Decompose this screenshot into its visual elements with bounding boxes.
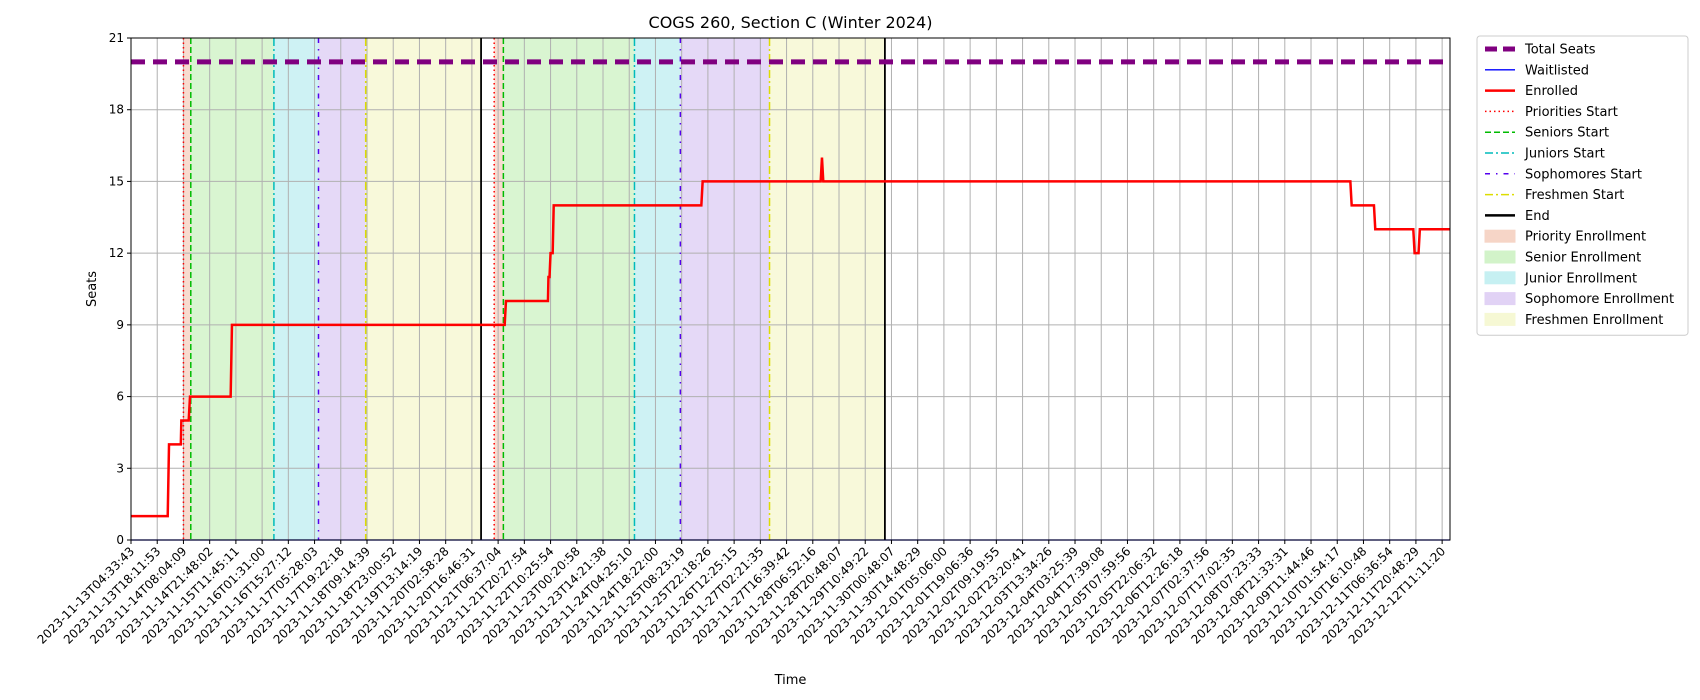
enrollment-regions: [183, 38, 885, 540]
legend-label-12: Sophomore Enrollment: [1525, 292, 1674, 307]
y-tick-label: 6: [116, 390, 124, 404]
legend: Total Seats Waitlisted Enrolled Priorities …: [1476, 35, 1689, 336]
region-3-span-1: [680, 38, 770, 540]
legend-swatch-9: [1484, 229, 1516, 243]
y-axis: 0 3 6 9 12 15 18 21: [109, 31, 131, 547]
phase-start-lines: [182, 38, 886, 540]
legend-swatch-12: [1484, 292, 1516, 306]
y-axis-title: Seats: [85, 271, 100, 307]
legend-label-3: Priorities Start: [1525, 105, 1618, 120]
legend-label-10: Senior Enrollment: [1525, 251, 1641, 266]
y-tick-label: 12: [109, 246, 124, 260]
region-0-span-1: [494, 38, 504, 540]
legend-swatch-13: [1484, 312, 1516, 326]
legend-label-13: Freshmen Enrollment: [1525, 313, 1663, 328]
region-2-span-1: [634, 38, 681, 540]
legend-label-8: End: [1525, 209, 1550, 224]
y-tick-label: 21: [109, 31, 124, 45]
y-tick-label: 3: [116, 461, 124, 475]
region-4-span-0: [365, 38, 482, 540]
y-tick-label: 15: [109, 174, 124, 188]
plot-frame: [130, 37, 1451, 541]
grid-lines: [130, 37, 1450, 541]
legend-label-4: Seniors Start: [1525, 126, 1609, 141]
legend-box: [1476, 35, 1689, 336]
chart-title: COGS 260, Section C (Winter 2024): [649, 13, 933, 32]
legend-label-0: Total Seats: [1524, 43, 1596, 58]
legend-label-1: Waitlisted: [1525, 63, 1589, 78]
legend-label-9: Priority Enrollment: [1525, 230, 1646, 245]
legend-label-7: Freshmen Start: [1525, 188, 1624, 203]
legend-label-2: Enrolled: [1525, 84, 1578, 99]
legend-swatch-10: [1484, 250, 1516, 264]
region-2-span-0: [273, 38, 319, 540]
x-axis-title: Time: [774, 673, 807, 688]
legend-swatch-11: [1484, 271, 1516, 285]
legend-label-11: Junior Enrollment: [1524, 271, 1637, 286]
region-1-span-1: [503, 38, 635, 540]
series-2-line: [131, 157, 1450, 518]
region-1-span-0: [190, 38, 274, 540]
region-3-span-0: [318, 38, 366, 540]
legend-label-5: Juniors Start: [1524, 147, 1605, 162]
y-tick-label: 0: [116, 533, 124, 547]
y-tick-label: 9: [116, 318, 124, 332]
y-tick-label: 18: [109, 103, 124, 117]
region-0-span-0: [183, 38, 191, 540]
legend-label-6: Sophomores Start: [1525, 167, 1642, 182]
